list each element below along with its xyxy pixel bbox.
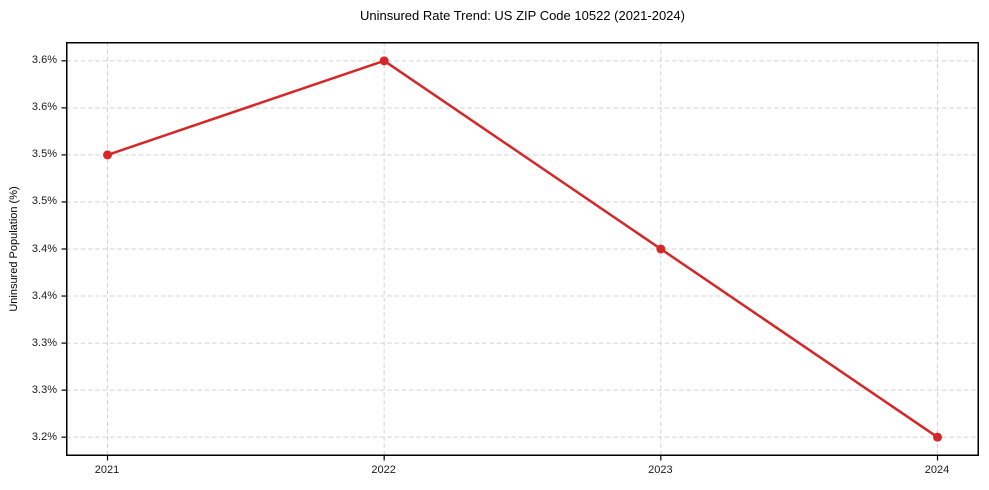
y-tick-label: 3.6% — [31, 101, 57, 114]
x-tick-label: 2023 — [648, 464, 673, 476]
y-tick-label: 3.3% — [31, 336, 57, 349]
y-tick-label: 3.6% — [31, 54, 57, 67]
y-tick-label: 3.2% — [31, 430, 57, 443]
y-tick-label: 3.5% — [31, 195, 57, 208]
data-point-marker — [932, 432, 942, 442]
axes-frame — [65, 42, 979, 456]
data-point-marker — [655, 244, 665, 254]
y-tick-label: 3.4% — [31, 242, 57, 255]
x-tick-label: 2022 — [371, 464, 396, 476]
plot-area — [61, 42, 979, 461]
data-point-marker — [379, 56, 389, 66]
trend-line — [105, 59, 939, 439]
y-tick-label: 3.4% — [31, 289, 57, 302]
y-tick-label: 3.5% — [31, 148, 57, 161]
y-tick-label: 3.3% — [31, 383, 57, 396]
data-point-marker — [102, 150, 112, 160]
x-tick-label: 2024 — [924, 464, 950, 476]
x-tick-label: 2021 — [94, 464, 120, 476]
chart-title: Uninsured Rate Trend: US ZIP Code 10522 … — [360, 8, 685, 23]
